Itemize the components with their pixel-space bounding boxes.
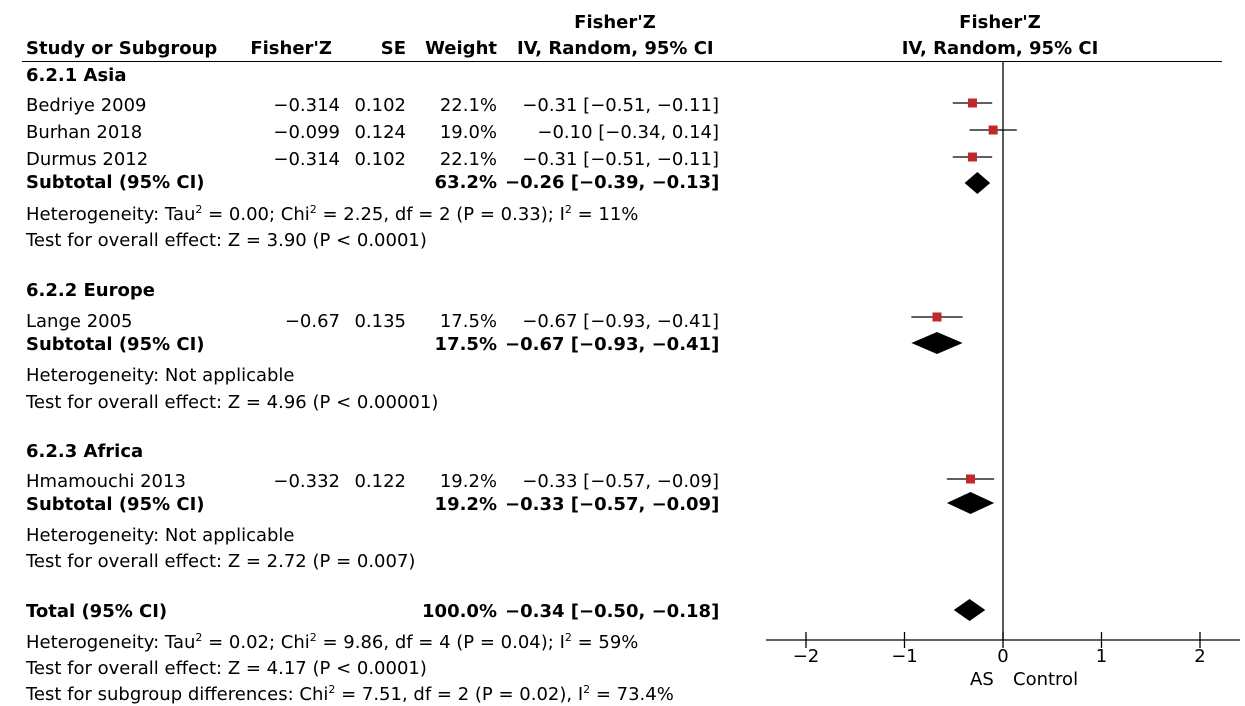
study-se: 0.122 [354,471,406,492]
subtotal-label: Subtotal (95% CI) [26,172,205,193]
study-weight: 22.1% [439,149,497,170]
subtotal-ci: −0.26 [−0.39, −0.13] [505,172,720,193]
subgroup-title: 6.2.1 Asia [26,65,127,86]
axis-right-label: Control [1013,669,1079,690]
plot-column-header-top: Fisher'Z [959,12,1041,33]
pooled-estimate-diamond [953,599,986,621]
overall-effect-text: Test for overall effect: Z = 2.72 (P = 0… [26,551,416,572]
study-se: 0.124 [354,122,406,143]
se-column-header: SE [380,38,406,59]
heterogeneity-text: Heterogeneity: Not applicable [26,525,295,546]
study-weight: 22.1% [439,95,497,116]
total-overall-effect-text: Test for overall effect: Z = 4.17 (P < 0… [26,658,427,679]
study-ci: −0.10 [−0.34, 0.14] [537,122,719,143]
ci-column-header-bottom: IV, Random, 95% CI [517,38,714,59]
study-fisher-z: −0.314 [273,149,340,170]
total-heterogeneity-text: Heterogeneity: Tau2 = 0.02; Chi2 = 9.86,… [26,631,639,653]
study-name: Hmamouchi 2013 [26,471,186,492]
x-axis-tick-label: 2 [1194,646,1205,667]
subtotal-weight: 63.2% [434,172,497,193]
study-ci: −0.31 [−0.51, −0.11] [522,95,719,116]
heterogeneity-text: Heterogeneity: Tau2 = 0.00; Chi2 = 2.25,… [26,203,639,225]
study-name: Durmus 2012 [26,149,149,170]
subgroup-title: 6.2.3 Africa [26,441,144,462]
weight-column-header: Weight [425,38,497,59]
study-name: Burhan 2018 [26,122,143,143]
x-axis-tick-label: −2 [793,646,820,667]
study-column-header: Study or Subgroup [26,38,218,59]
study-se: 0.135 [354,311,406,332]
x-axis-tick-label: 0 [997,646,1008,667]
study-weight: 19.2% [439,471,497,492]
study-se: 0.102 [354,149,406,170]
subgroup-differences-text: Test for subgroup differences: Chi2 = 7.… [26,683,674,705]
study-se: 0.102 [354,95,406,116]
study-fisher-z: −0.67 [284,311,340,332]
overall-effect-text: Test for overall effect: Z = 3.90 (P < 0… [26,230,427,251]
subtotal-weight: 17.5% [434,334,497,355]
study-estimate-square [932,312,942,322]
study-weight: 17.5% [439,311,497,332]
total-label: Total (95% CI) [26,601,168,622]
study-fisher-z: −0.099 [273,122,340,143]
subtotal-label: Subtotal (95% CI) [26,334,205,355]
pooled-estimate-diamond [911,332,963,354]
study-fisher-z: −0.332 [273,471,340,492]
study-estimate-square [988,125,998,135]
study-estimate-square [967,152,977,162]
study-weight: 19.0% [439,122,497,143]
total-ci: −0.34 [−0.50, −0.18] [505,601,720,622]
study-name: Lange 2005 [26,311,133,332]
subtotal-weight: 19.2% [434,494,497,515]
study-ci: −0.31 [−0.51, −0.11] [522,149,719,170]
pooled-estimate-diamond [964,172,991,194]
header-rule [22,61,1222,62]
heterogeneity-text: Heterogeneity: Not applicable [26,365,295,386]
subgroup-title: 6.2.2 Europe [26,280,155,301]
study-ci: −0.33 [−0.57, −0.09] [522,471,719,492]
x-axis-tick-label: 1 [1096,646,1107,667]
x-axis-tick-label: −1 [891,646,918,667]
subtotal-label: Subtotal (95% CI) [26,494,205,515]
study-ci: −0.67 [−0.93, −0.41] [522,311,719,332]
study-name: Bedriye 2009 [26,95,147,116]
fisher-z-column-header: Fisher'Z [250,38,332,59]
subtotal-ci: −0.33 [−0.57, −0.09] [505,494,720,515]
overall-effect-text: Test for overall effect: Z = 4.96 (P < 0… [26,392,439,413]
axis-left-label: AS [970,669,994,690]
ci-column-header-top: Fisher'Z [574,12,656,33]
study-estimate-square [967,98,977,108]
total-weight: 100.0% [422,601,497,622]
study-estimate-square [965,474,975,484]
plot-column-header-bottom: IV, Random, 95% CI [901,38,1099,59]
subtotal-ci: −0.67 [−0.93, −0.41] [505,334,720,355]
pooled-estimate-diamond [946,492,995,514]
study-fisher-z: −0.314 [273,95,340,116]
